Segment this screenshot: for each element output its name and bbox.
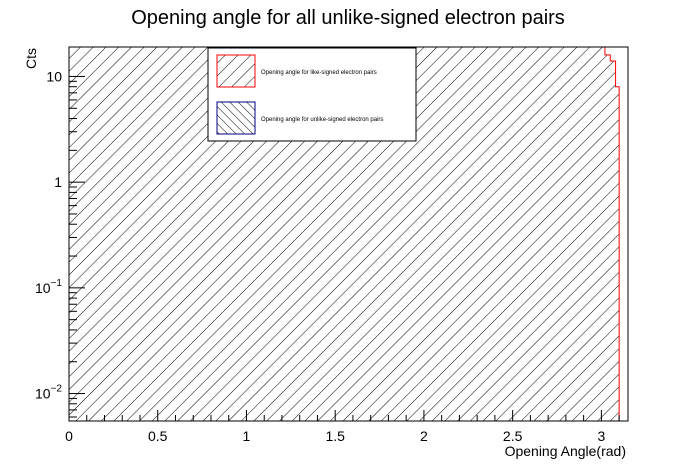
- histogram-outline: [69, 47, 628, 421]
- chart-title: Opening angle for all unlike-signed elec…: [131, 7, 565, 29]
- y-axis-label: Cts: [23, 48, 39, 69]
- y-tick-label: 1: [54, 174, 62, 190]
- legend-swatch-like: [216, 54, 256, 88]
- x-tick-label: 3: [597, 428, 605, 444]
- y-tick-label: 10−1: [35, 278, 62, 296]
- x-tick-label: 0: [65, 428, 73, 444]
- y-tick-label: 10−2: [35, 384, 62, 402]
- histogram-bin: [610, 61, 616, 421]
- x-tick-label: 2: [420, 428, 428, 444]
- legend: Opening angle for like-signed electron p…: [207, 47, 417, 142]
- y-axis: 10−2 10−1 1 10: [35, 68, 85, 418]
- legend-swatch-unlike: [216, 101, 256, 135]
- legend-entry-like: Opening angle for like-signed electron p…: [261, 70, 377, 76]
- histogram-bin: [615, 86, 620, 421]
- x-tick-label: 1: [243, 428, 251, 444]
- y-tick-label: 10: [46, 68, 62, 84]
- histogram-bin: [604, 54, 611, 421]
- x-axis: 0 0.5 1 1.5 2 2.5 3: [65, 410, 620, 444]
- x-axis-label: Opening Angle(rad): [505, 443, 626, 459]
- x-tick-label: 2.5: [503, 428, 523, 444]
- plot-frame: [68, 46, 629, 422]
- x-tick-label: 1.5: [325, 428, 345, 444]
- x-tick-label: 0.5: [148, 428, 168, 444]
- legend-entry-unlike: Opening angle for unlike-signed electron…: [261, 117, 383, 123]
